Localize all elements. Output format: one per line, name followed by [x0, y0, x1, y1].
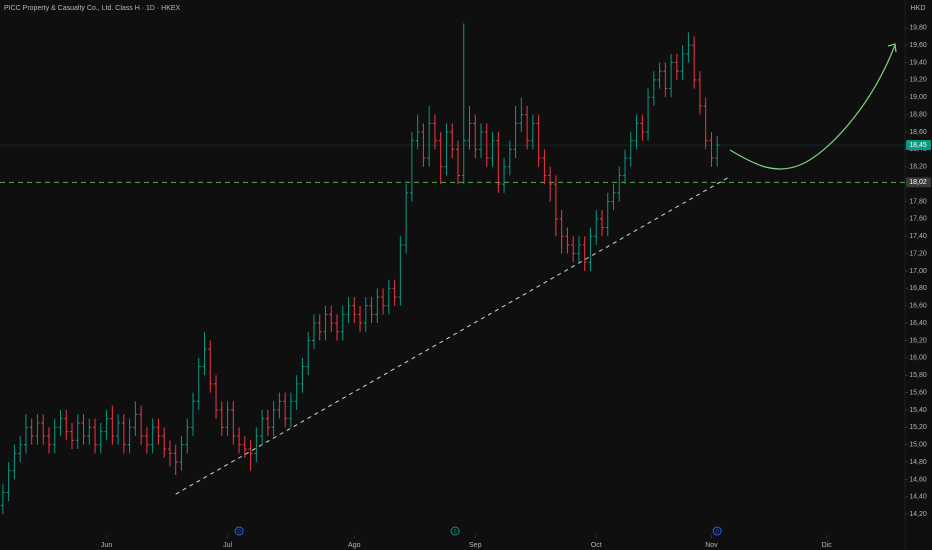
y-tick-label: 17,40: [909, 233, 927, 240]
y-tick-label: 19,80: [909, 25, 927, 32]
y-tick-label: 17,60: [909, 216, 927, 223]
y-tick-label: 17,00: [909, 268, 927, 275]
x-tick-label: Nov: [705, 542, 718, 549]
y-tick-label: 19,40: [909, 59, 927, 66]
y-tick-label: 15,20: [909, 424, 927, 431]
y-tick-label: 14,40: [909, 494, 927, 501]
y-tick-label: 14,60: [909, 476, 927, 483]
event-marker: [234, 526, 244, 536]
y-tick-label: 18,20: [909, 164, 927, 171]
y-tick-label: 15,60: [909, 389, 927, 396]
x-tick-label: Jun: [101, 542, 112, 549]
y-tick-label: 19,20: [909, 77, 927, 84]
y-tick-label: 14,20: [909, 511, 927, 518]
event-marker: [712, 526, 722, 536]
level-label: 18,02: [909, 179, 927, 186]
y-tick-label: 18,60: [909, 129, 927, 136]
y-tick-label: 19,00: [909, 94, 927, 101]
x-tick-label: Ago: [348, 542, 361, 549]
y-tick-label: 17,80: [909, 198, 927, 205]
level-box: [906, 177, 931, 188]
y-tick-label: 16,20: [909, 337, 927, 344]
y-tick-label: 16,00: [909, 355, 927, 362]
y-tick-label: 17,20: [909, 250, 927, 257]
y-tick-label: 18,80: [909, 111, 927, 118]
trendline: [175, 176, 729, 495]
y-tick-label: 15,40: [909, 407, 927, 414]
y-tick-label: 19,60: [909, 42, 927, 49]
last-price-label: 18,45: [909, 142, 927, 149]
x-tick-label: Dic: [822, 542, 833, 549]
chart-title: PICC Property & Casualty Co., Ltd. Class…: [4, 5, 181, 12]
x-tick-label: Oct: [591, 542, 602, 549]
x-tick-label: Sep: [469, 542, 482, 549]
y-tick-label: 15,00: [909, 442, 927, 449]
event-marker: [450, 526, 460, 536]
event-label: S: [453, 529, 457, 535]
y-tick-label: 14,80: [909, 459, 927, 466]
y-tick-label: 16,60: [909, 303, 927, 310]
x-tick-label: Jul: [223, 542, 232, 549]
currency: HKD: [911, 5, 926, 12]
projection-arrow: [729, 44, 896, 170]
y-tick-label: 15,80: [909, 372, 927, 379]
y-tick-label: 16,80: [909, 285, 927, 292]
event-label: D: [237, 529, 241, 535]
event-label: D: [715, 529, 719, 535]
arrow-head: [887, 43, 897, 53]
last-price-box: [906, 140, 931, 151]
y-tick-label: 16,40: [909, 320, 927, 327]
